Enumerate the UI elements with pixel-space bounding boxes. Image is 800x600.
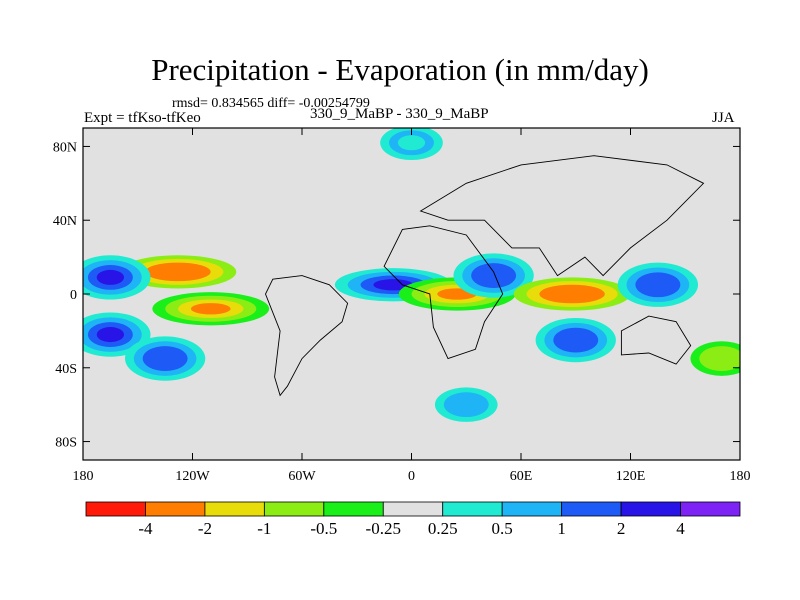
x-tick-label: 180 [730,469,751,484]
colorbar-level-label: -0.25 [366,519,401,538]
field-cell [158,266,198,278]
coastline-segment [383,225,504,360]
colorbar-swatch [85,501,146,517]
colorbar-swatch [501,501,563,517]
colorbar-swatch [204,501,265,517]
field-cell [190,303,231,315]
y-tick-label: 40S [55,362,77,377]
colorbar-swatch [561,501,622,517]
field-cell [96,327,125,343]
coastline-segment [265,275,349,397]
colorbar-swatch [263,501,325,517]
colorbar-swatch [145,501,206,517]
x-tick-label: 0 [408,469,415,484]
colorbar-swatch [442,501,503,517]
colorbar-level-label: 4 [676,519,685,538]
x-tick-label: 120W [175,469,210,484]
chart-title: Precipitation - Evaporation (in mm/day) [151,52,649,87]
field-cell [452,397,480,413]
y-tick-label: 40N [53,214,77,229]
field-cell [151,351,179,367]
x-tick-label: 60E [510,469,533,484]
colorbar-level-label: -2 [198,519,212,538]
colorbar-level-label: 2 [617,519,626,538]
colorbar-level-label: -1 [257,519,271,538]
runs-subtitle: 330_9_MaBP - 330_9_MaBP [310,106,489,122]
x-tick-label: 180 [73,469,94,484]
season-label: JJA [712,110,735,126]
x-tick-label: 60W [288,469,316,484]
colorbar-level-label: 0.5 [492,519,513,538]
field-cell [397,135,426,151]
y-tick-label: 0 [70,288,77,303]
field-cell [708,351,736,367]
x-tick-label: 120E [616,469,646,484]
colorbar-level-label: -0.5 [310,519,337,538]
colorbar-level-label: -4 [138,519,153,538]
y-tick-label: 80S [55,436,77,451]
colorbar-level-label: 0.25 [428,519,458,538]
field-layer [83,128,740,460]
coastline-outline [265,155,705,397]
rmsd-diff-stats: rmsd= 0.834565 diff= -0.00254799 [172,96,370,111]
coastline-segment [620,315,692,365]
experiment-label: Expt = tfKso-tfKeo [84,110,201,126]
y-axis: 80N 40N 0 40S 80S [53,140,740,451]
y-tick-label: 80N [53,140,77,155]
field-cell [479,268,508,284]
colorbar-swatch [620,501,681,517]
colorbar-level-label: 1 [557,519,566,538]
field-cell [373,279,414,291]
x-axis: 180 120W 60W 0 60E 120E 180 [73,128,751,484]
colorbar: -4 -2 -1 -0.5 -0.25 0.25 0.5 1 2 4 [85,501,741,538]
colorbar-swatch [323,501,384,517]
coastline-segment [419,155,705,277]
colorbar-swatch [382,501,444,517]
field-cell [552,288,592,300]
colorbar-swatch [680,501,741,517]
field-cell [644,277,672,293]
field-cell [562,332,590,348]
field-cell [96,269,125,285]
